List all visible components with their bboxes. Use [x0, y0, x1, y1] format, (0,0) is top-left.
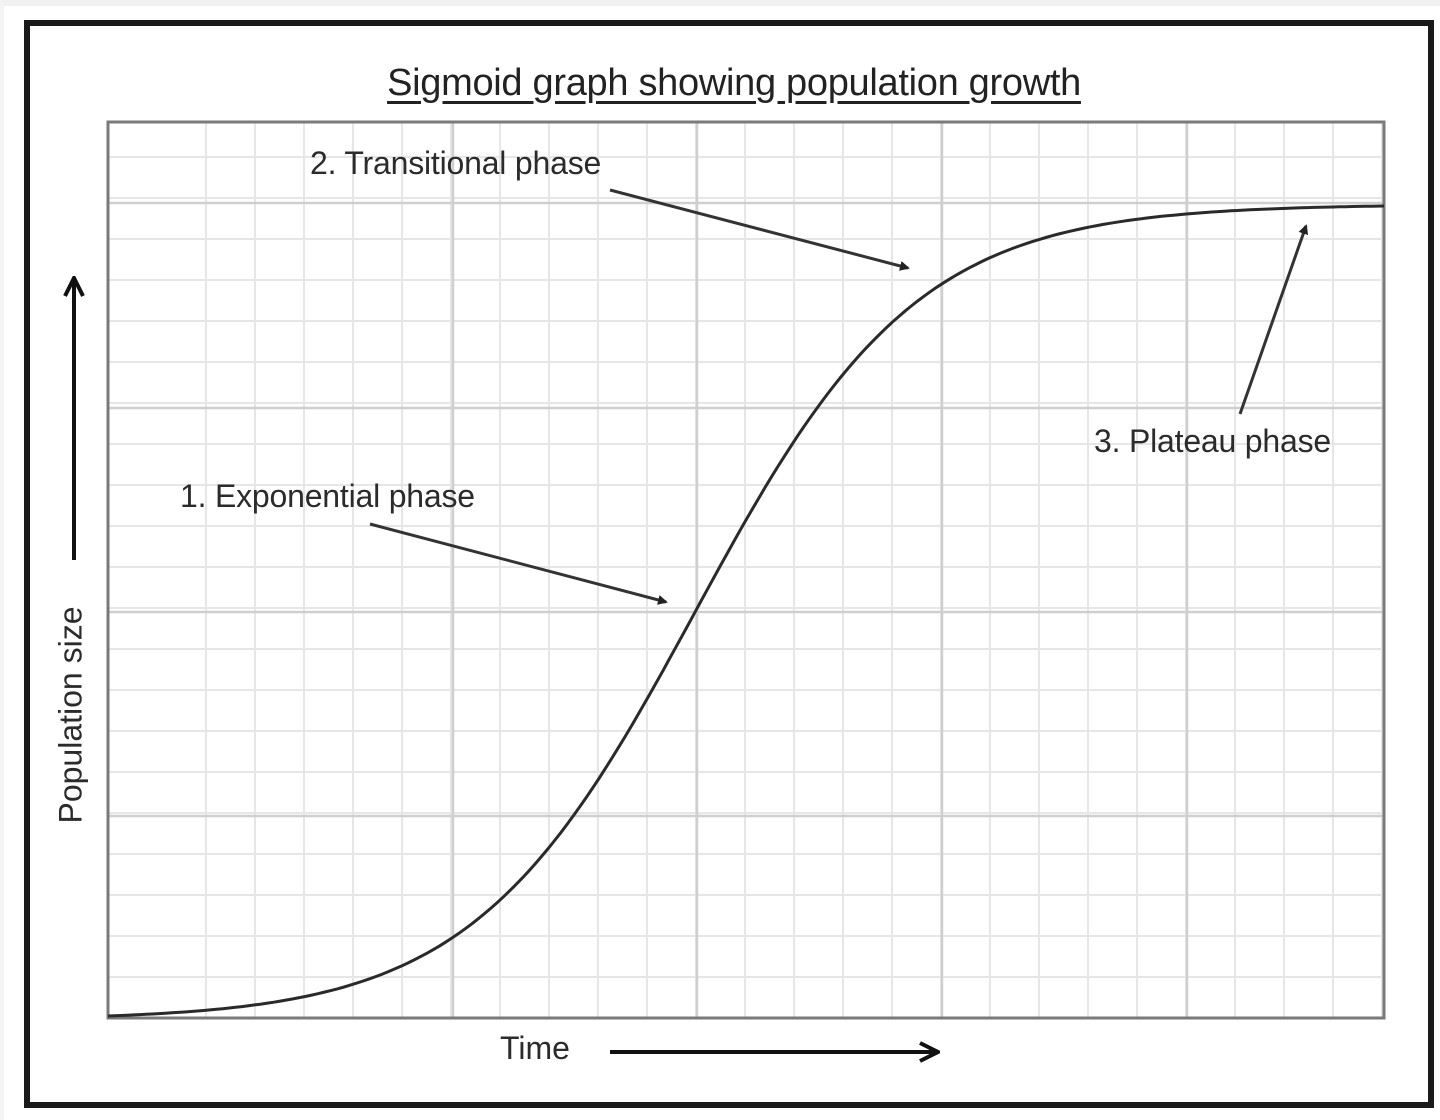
annotation-arrow-icon: [369, 522, 668, 605]
annotation-arrow-icon: [1238, 224, 1309, 415]
grid-major-lines: [108, 122, 1384, 1018]
x-axis-label: Time: [500, 1030, 570, 1066]
annotation-plateau-phase: 3. Plateau phase: [1094, 423, 1331, 459]
plot-area-border: [106, 120, 1386, 1020]
annotation-transitional-phase: 2. Transitional phase: [310, 145, 602, 181]
annotation-arrows: [369, 188, 1309, 605]
chart-title: Sigmoid graph showing population growth: [387, 62, 1081, 104]
figure-frame: Sigmoid graph showing population growth: [24, 20, 1434, 1108]
sigmoid-curve: [107, 204, 1385, 1018]
annotation-arrow-icon: [609, 188, 910, 271]
annotation-exponential-phase: 1. Exponential phase: [180, 478, 475, 514]
y-axis-label: Population size: [52, 606, 89, 824]
grid-minor-lines: [108, 122, 1384, 1018]
